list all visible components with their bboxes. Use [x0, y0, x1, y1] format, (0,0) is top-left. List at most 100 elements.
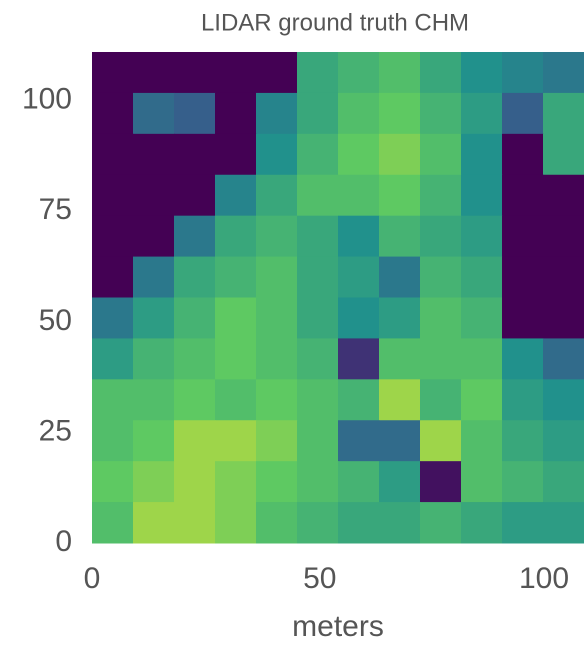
heatmap-cell [133, 257, 175, 298]
heatmap-cell [420, 338, 462, 379]
heatmap-cell [379, 175, 421, 216]
heatmap-cell [92, 257, 134, 298]
heatmap-cell [297, 502, 339, 543]
heatmap-cell [379, 93, 421, 134]
heatmap-cell [92, 420, 134, 461]
heatmap-cell [133, 175, 175, 216]
heatmap-cell [297, 52, 339, 93]
heatmap-cell [174, 175, 216, 216]
heatmap-cell [215, 93, 257, 134]
heatmap-cell [256, 379, 298, 420]
heatmap-cell [420, 420, 462, 461]
x-axis-label: meters [292, 610, 384, 643]
heatmap-cell [338, 216, 380, 257]
heatmap-cell [256, 338, 298, 379]
heatmap-cell [92, 298, 134, 339]
heatmap-cell [379, 216, 421, 257]
heatmap-cell [174, 257, 216, 298]
heatmap-cell [92, 216, 134, 257]
heatmap-cell [215, 257, 257, 298]
heatmap-cell [420, 298, 462, 339]
heatmap-cell [420, 502, 462, 543]
heatmap-cell [461, 175, 503, 216]
heatmap-cell [297, 338, 339, 379]
heatmap-cell [133, 93, 175, 134]
heatmap-cell [379, 257, 421, 298]
x-tick-label: 50 [303, 562, 336, 595]
heatmap-cell [502, 93, 544, 134]
heatmap-cell [502, 502, 544, 543]
heatmap-cell [174, 338, 216, 379]
heatmap-cell [420, 461, 462, 502]
heatmap [92, 52, 584, 544]
heatmap-cell [502, 257, 544, 298]
heatmap-cell [92, 175, 134, 216]
heatmap-cell [420, 257, 462, 298]
heatmap-cell [338, 257, 380, 298]
heatmap-cell [297, 298, 339, 339]
heatmap-cell [174, 52, 216, 93]
heatmap-cell [174, 379, 216, 420]
heatmap-cell [338, 379, 380, 420]
heatmap-cell [92, 134, 134, 175]
y-tick-label: 75 [39, 193, 72, 226]
heatmap-cell [543, 52, 584, 93]
heatmap-cell [338, 461, 380, 502]
heatmap-cell [297, 93, 339, 134]
y-tick-label: 50 [39, 304, 72, 337]
heatmap-cell [133, 52, 175, 93]
heatmap-cell [379, 502, 421, 543]
heatmap-cell [215, 338, 257, 379]
heatmap-cell [461, 216, 503, 257]
heatmap-cell [461, 379, 503, 420]
heatmap-cell [502, 338, 544, 379]
heatmap-cell [215, 379, 257, 420]
heatmap-cell [420, 93, 462, 134]
heatmap-cell [133, 298, 175, 339]
heatmap-cell [256, 298, 298, 339]
heatmap-cell [461, 93, 503, 134]
heatmap-cell [543, 502, 584, 543]
x-tick-label: 0 [84, 562, 101, 595]
heatmap-cell [502, 379, 544, 420]
heatmap-cell [543, 257, 584, 298]
chart: LIDAR ground truth CHM meters 0501000255… [0, 0, 584, 645]
heatmap-cell [338, 175, 380, 216]
heatmap-cell [174, 93, 216, 134]
heatmap-cell [379, 379, 421, 420]
heatmap-cell [133, 420, 175, 461]
heatmap-cell [215, 420, 257, 461]
heatmap-cell [338, 93, 380, 134]
heatmap-cell [174, 298, 216, 339]
heatmap-cell [338, 502, 380, 543]
heatmap-cell [92, 93, 134, 134]
heatmap-cell [297, 257, 339, 298]
heatmap-cell [215, 216, 257, 257]
heatmap-cell [502, 461, 544, 502]
heatmap-cell [543, 420, 584, 461]
heatmap-cell [133, 379, 175, 420]
heatmap-cell [92, 461, 134, 502]
heatmap-cell [379, 461, 421, 502]
heatmap-cell [174, 216, 216, 257]
heatmap-cell [502, 52, 544, 93]
heatmap-cell [543, 298, 584, 339]
heatmap-cell [543, 175, 584, 216]
heatmap-cell [297, 134, 339, 175]
heatmap-cell [256, 502, 298, 543]
heatmap-cell [379, 338, 421, 379]
heatmap-cell [338, 338, 380, 379]
heatmap-cell [338, 420, 380, 461]
heatmap-cell [379, 52, 421, 93]
heatmap-cell [461, 257, 503, 298]
heatmap-cell [502, 175, 544, 216]
heatmap-cell [256, 420, 298, 461]
heatmap-cell [256, 93, 298, 134]
heatmap-cell [461, 134, 503, 175]
heatmap-cell [338, 134, 380, 175]
heatmap-cell [256, 134, 298, 175]
x-tick-label: 100 [519, 562, 569, 595]
heatmap-cell [502, 298, 544, 339]
heatmap-cell [215, 175, 257, 216]
heatmap-cell [174, 502, 216, 543]
